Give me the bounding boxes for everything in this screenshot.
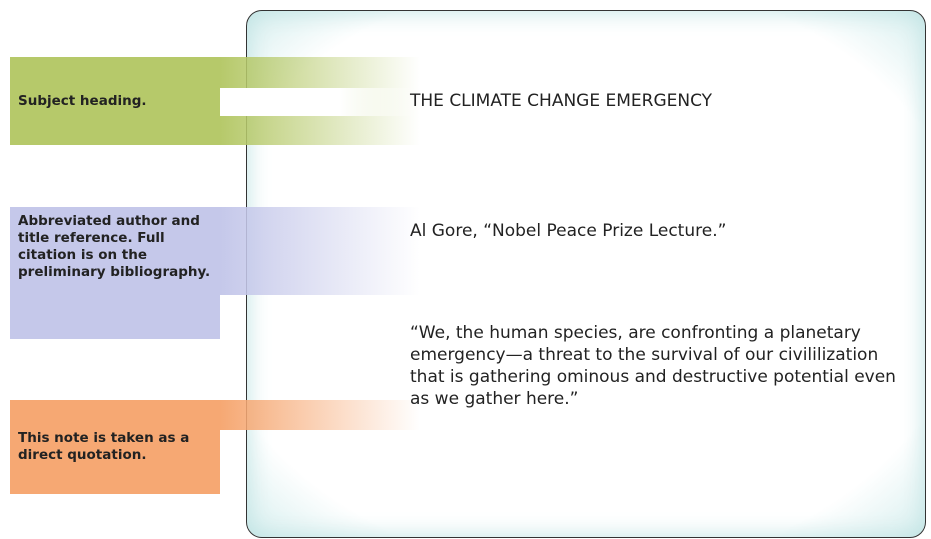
reference-band (220, 207, 420, 295)
card-quotation: “We, the human species, are confronting … (410, 323, 896, 409)
heading-gap (220, 88, 420, 116)
quote-label: This note is taken as a direct quotation… (10, 400, 220, 494)
subject-label: Subject heading. (10, 57, 220, 145)
card-reference: Al Gore, “Nobel Peace Prize Lecture.” (410, 221, 727, 241)
card-heading: THE CLIMATE CHANGE EMERGENCY (410, 91, 713, 111)
reference-label: Abbreviated author and title reference. … (10, 207, 220, 339)
quote-band (220, 400, 420, 430)
